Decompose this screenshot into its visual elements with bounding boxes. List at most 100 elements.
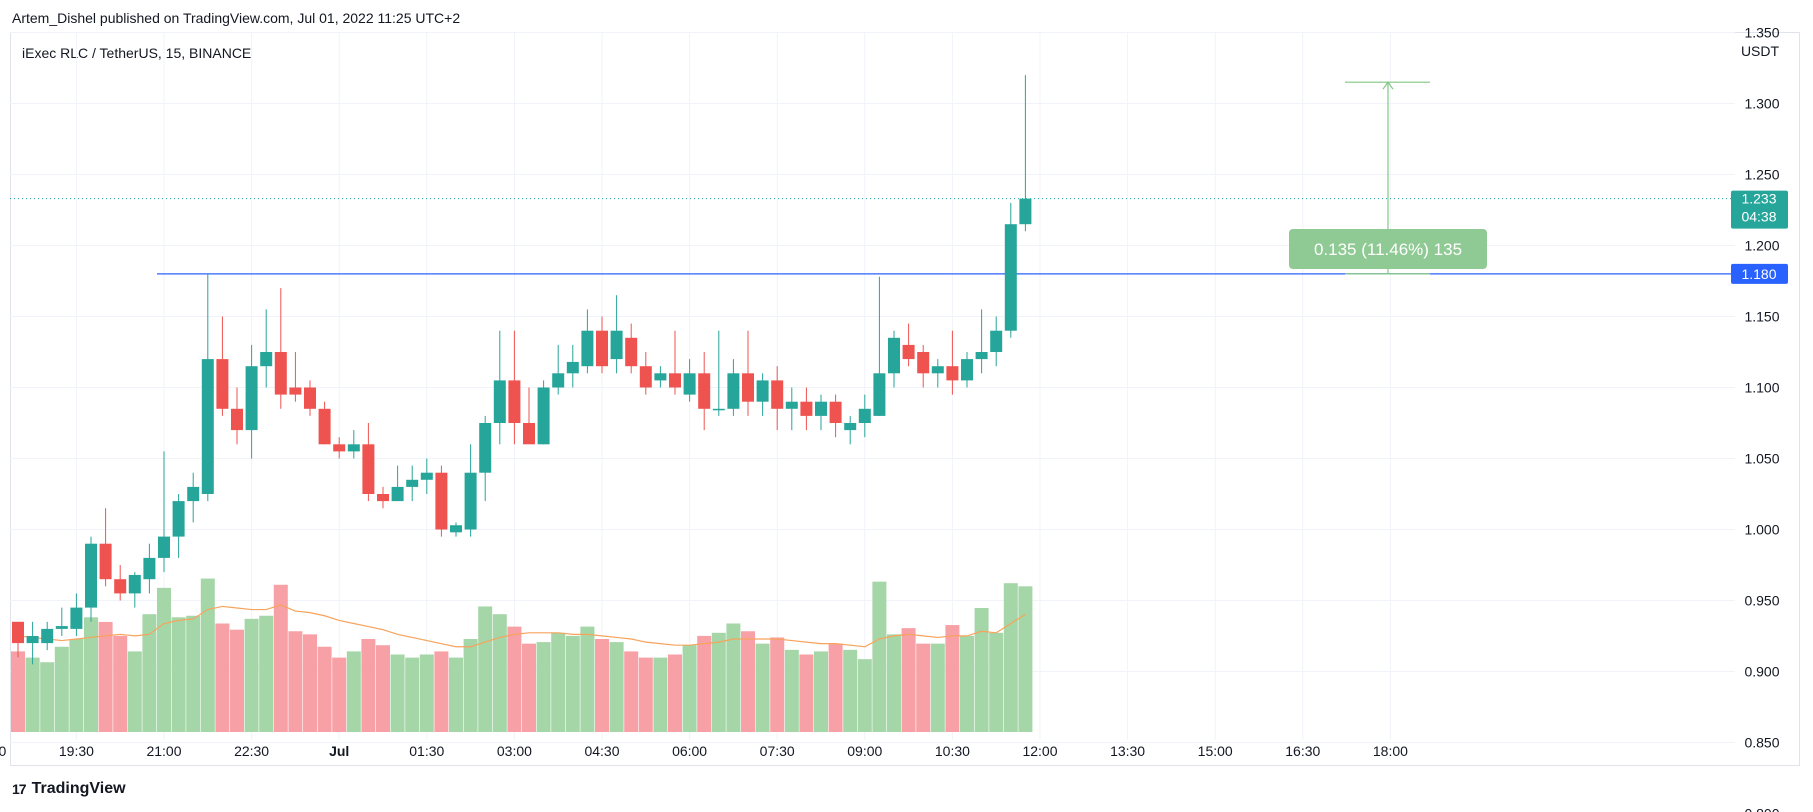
price-tick-label: 0.950 <box>1744 593 1779 609</box>
candle <box>800 387 813 431</box>
volume-bar <box>682 645 697 732</box>
volume-bar <box>273 584 288 732</box>
time-axis: 18:00 19:30 21:00 22:30 Jul 01:30 03:00 04:30 06… <box>0 743 1408 759</box>
candle <box>391 465 404 502</box>
candle-body <box>201 359 214 494</box>
brand-label: TradingView <box>31 780 126 797</box>
volume-bar <box>609 642 624 732</box>
volume-bar <box>303 634 317 732</box>
candle-body <box>990 330 1003 352</box>
candle <box>961 352 973 388</box>
volume-bar <box>390 654 405 732</box>
volume-bar <box>1003 583 1018 732</box>
candle-body <box>128 574 141 594</box>
candle-body <box>260 352 273 367</box>
candle <box>377 486 389 509</box>
candle-body <box>231 408 243 431</box>
volume-bar <box>697 635 712 732</box>
volume-bar <box>215 623 230 732</box>
candle-body <box>479 423 492 473</box>
time-tick-label: 13:30 <box>1110 743 1145 759</box>
candle-body <box>1019 198 1032 225</box>
candle-body <box>41 628 54 644</box>
candle-body <box>800 401 813 416</box>
candle <box>143 543 156 594</box>
candle <box>815 394 827 431</box>
price-axis-unit: USDT <box>1741 43 1780 59</box>
candle <box>537 380 550 445</box>
candle <box>625 323 638 374</box>
candle <box>669 330 681 395</box>
candle <box>902 323 915 367</box>
last-price-tag <box>1731 190 1788 229</box>
candle <box>435 465 448 537</box>
candle <box>844 415 857 445</box>
volume-bar <box>872 581 887 732</box>
candle <box>917 344 930 388</box>
candle <box>318 401 331 445</box>
chart-title[interactable]: iExec RLC / TetherUS, 15, BINANCE <box>22 45 252 61</box>
candle-body <box>873 373 886 416</box>
candle-body <box>1004 224 1017 331</box>
candle <box>41 621 54 651</box>
candle-body <box>70 607 83 629</box>
volume-ma-line <box>17 604 1026 648</box>
candle <box>99 508 112 587</box>
volume-bar <box>346 651 361 732</box>
candle-body <box>55 626 68 629</box>
volume-bar <box>11 651 25 732</box>
candle-body <box>99 543 112 580</box>
candle <box>888 330 900 388</box>
candle <box>333 437 346 459</box>
measure-arrow-icon <box>1382 81 1394 90</box>
volume-bar <box>434 651 449 732</box>
tradingview-brand[interactable]: 17 TradingView <box>12 780 126 798</box>
volume-bar <box>901 628 916 732</box>
volume-bar <box>653 657 668 732</box>
candle-body <box>639 366 652 388</box>
measure-tool: 0.135 (11.46%) 135 <box>1289 81 1487 275</box>
candle <box>1004 202 1017 338</box>
candle <box>55 607 68 636</box>
candle-body <box>785 401 798 409</box>
candle-body <box>362 444 375 494</box>
candle-body <box>347 444 360 452</box>
candle-body <box>450 525 462 533</box>
candle <box>128 572 141 608</box>
tradingview-logo-icon: 17 <box>12 781 27 797</box>
volume-bar <box>595 639 609 732</box>
candle-body <box>143 557 156 580</box>
volume-bar <box>200 578 215 732</box>
time-tick-label: 16:30 <box>1285 743 1320 759</box>
candle <box>654 366 667 388</box>
price-tick-label: 0.850 <box>1744 735 1779 751</box>
candle <box>26 621 39 665</box>
volume-bar <box>69 639 84 732</box>
volume-bar <box>376 645 390 732</box>
candle <box>464 444 477 537</box>
candle <box>873 276 886 416</box>
volume-bar <box>25 657 40 732</box>
candle-body <box>406 479 419 487</box>
candle <box>785 387 798 431</box>
candle <box>698 352 711 431</box>
candle <box>158 451 170 573</box>
candle-body <box>844 423 857 431</box>
volume-bar <box>98 621 113 732</box>
measure-label-box <box>1289 229 1487 269</box>
candle-body <box>683 373 696 395</box>
candle <box>829 394 842 438</box>
volume-bar <box>916 643 931 732</box>
volume-bar <box>171 617 186 732</box>
candle <box>420 458 433 494</box>
volume-bar <box>317 646 332 732</box>
candle <box>581 309 594 374</box>
candle <box>596 316 608 374</box>
volume-bar <box>1018 586 1033 732</box>
volume-bar <box>288 631 303 732</box>
candle <box>172 494 185 558</box>
measure-label: 0.135 (11.46%) 135 <box>1314 240 1462 259</box>
candle <box>12 621 24 658</box>
candle <box>975 309 988 374</box>
